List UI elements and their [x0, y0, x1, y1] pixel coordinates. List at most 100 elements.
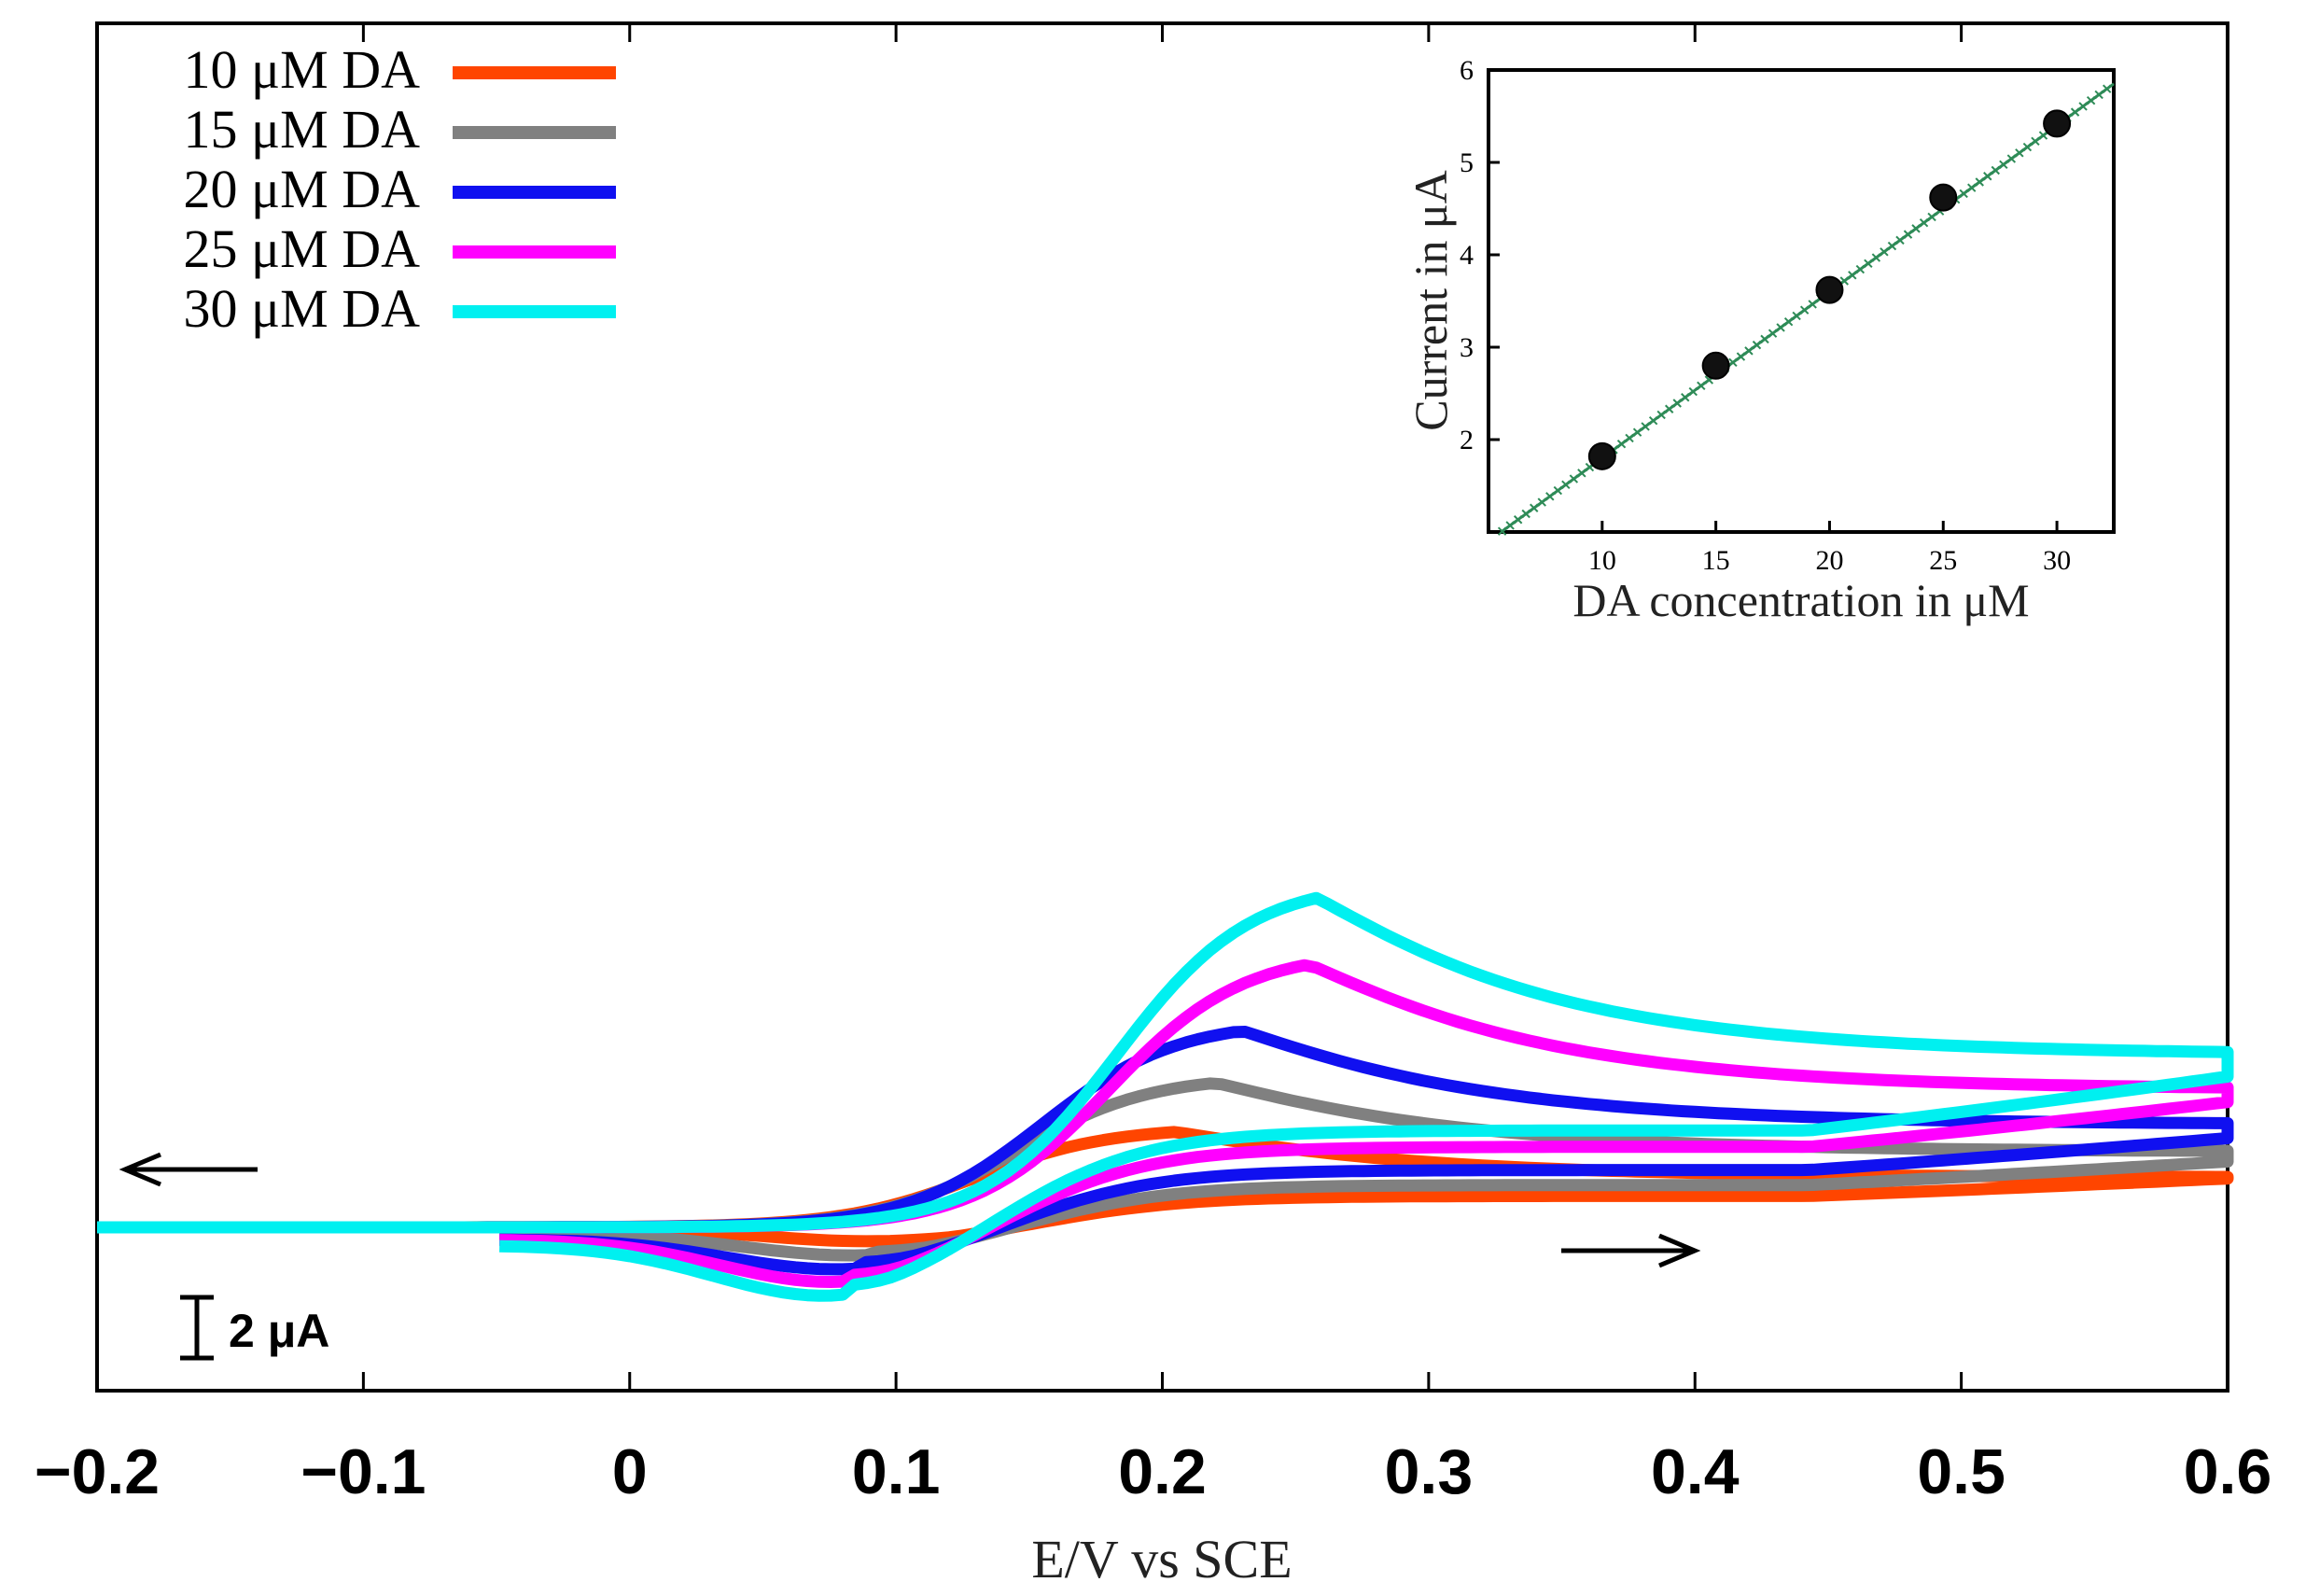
- legend-label: 10 μM DA: [184, 39, 421, 100]
- inset-fit-marker: [1521, 509, 1530, 519]
- legend-label: 15 μM DA: [184, 99, 421, 160]
- inset-x-tick-label: 20: [1815, 545, 1843, 576]
- main-cv-curves: [97, 891, 2234, 1302]
- inset-fit-marker: [1848, 271, 1857, 280]
- inset-fit-marker: [1783, 316, 1794, 327]
- main-x-tick-label: 0.4: [1651, 1436, 1740, 1507]
- inset-fit-marker: [1911, 224, 1921, 233]
- inset-fit-marker: [1553, 485, 1563, 496]
- inset-fit-marker: [1760, 334, 1769, 344]
- inset-fit-marker: [1648, 415, 1658, 426]
- inset-fit-marker: [1808, 300, 1817, 309]
- inset-fit-marker: [1744, 346, 1754, 356]
- inset-x-tick-label: 10: [1588, 545, 1616, 576]
- inset-fit-marker: [1569, 474, 1579, 483]
- inset-fit-marker: [1625, 433, 1634, 443]
- inset-fit-marker: [1768, 329, 1778, 338]
- inset-fit-marker: [1967, 183, 1977, 192]
- inset-fit-marker: [1616, 439, 1627, 449]
- inset-fit-marker: [1656, 410, 1666, 420]
- inset-fit-marker: [2022, 142, 2033, 152]
- cv-curve-30uM: [97, 891, 2234, 1302]
- inset-fit-marker: [2038, 131, 2048, 140]
- inset-y-axis-label: Current in μA: [1405, 170, 1457, 431]
- inset-fit-marker: [1975, 177, 1984, 187]
- inset-fit-marker: [1505, 521, 1515, 530]
- inset-fit-marker: [2015, 148, 2024, 158]
- main-x-tick-label: −0.2: [35, 1436, 160, 1507]
- inset-fit-marker: [2102, 84, 2112, 93]
- inset-y-tick-label: 4: [1460, 240, 1474, 271]
- inset-fit-marker: [1681, 393, 1690, 402]
- inset-fit-marker: [1497, 526, 1507, 536]
- inset-data-point: [2043, 109, 2072, 138]
- inset-fit-marker: [1983, 172, 1992, 181]
- inset-fit-marker: [1664, 404, 1674, 413]
- inset-fit-marker: [1561, 480, 1571, 490]
- inset-fit-marker: [1903, 230, 1913, 239]
- inset-fit-marker: [1736, 352, 1746, 361]
- inset-fit-marker: [1880, 247, 1889, 257]
- inset-fit-marker: [2070, 107, 2080, 117]
- inset-fit-marker: [1895, 235, 1905, 245]
- inset-fit-marker: [1959, 189, 1968, 199]
- inset-fit-marker: [1697, 381, 1706, 390]
- main-x-ticks: −0.2 −0.1 0 0.1 0.2 0.3 0.4 0.5 0.6: [35, 23, 2271, 1507]
- main-x-tick-label: 0.3: [1385, 1436, 1474, 1507]
- inset-fit-marker: [1513, 515, 1523, 525]
- inset-x-axis-label: DA concentration in μM: [1572, 574, 2029, 626]
- inset-ticks: 10 15 20 25 30 2 3 4 5 6: [1460, 55, 2071, 576]
- inset-fit-marker: [1672, 399, 1682, 408]
- inset-y-tick-label: 5: [1460, 147, 1474, 178]
- main-x-tick-label: 0: [612, 1436, 648, 1507]
- inset-fit-marker: [1871, 253, 1881, 262]
- inset-fit-marker: [1632, 427, 1642, 437]
- inset-y-tick-label: 2: [1460, 425, 1474, 455]
- main-x-tick-label: 0.6: [2184, 1436, 2272, 1507]
- inset-fit-marker: [2094, 90, 2103, 100]
- legend-label: 20 μM DA: [184, 159, 421, 219]
- inset-fit-marker: [1999, 160, 2008, 169]
- inset-fit-marker: [1991, 165, 2001, 175]
- legend-label: 25 μM DA: [184, 218, 421, 279]
- inset-fit-marker: [1577, 469, 1586, 478]
- inset-data-points: [1587, 109, 2072, 470]
- current-scale-bar: 2 μA: [180, 1295, 329, 1361]
- main-x-tick-label: −0.1: [300, 1436, 426, 1507]
- inset-fit-marker: [2006, 154, 2017, 163]
- inset-fit-marker: [1855, 264, 1866, 274]
- scale-bar-label: 2 μA: [229, 1305, 329, 1357]
- inset-fit-marker: [1728, 357, 1738, 368]
- inset-calibration-plot: 10 15 20 25 30 2 3 4 5 6 DA concentration in μM C…: [1405, 55, 2116, 626]
- main-x-tick-label: 0.1: [852, 1436, 941, 1507]
- main-x-axis-label: E/V vs SCE: [1031, 1529, 1292, 1589]
- inset-fit-marker: [1799, 305, 1810, 315]
- inset-fit-marker: [2031, 136, 2040, 147]
- forward-scan-arrow: [1561, 1233, 1701, 1268]
- inset-fit-marker: [2078, 102, 2088, 111]
- inset-fit-marker: [1864, 259, 1873, 269]
- inset-y-tick-label: 3: [1460, 332, 1474, 363]
- inset-plot-frame: [1487, 68, 2116, 534]
- inset-fit-marker: [1919, 217, 1929, 228]
- inset-y-tick-label: 6: [1460, 55, 1474, 86]
- inset-fit-marker: [1776, 323, 1785, 332]
- inset-fit-marker: [1752, 340, 1762, 350]
- inset-fit-marker: [1927, 212, 1936, 222]
- reverse-scan-arrow: [119, 1152, 258, 1187]
- inset-fit-marker: [1537, 497, 1546, 507]
- inset-fit-marker: [2086, 95, 2096, 105]
- inset-x-tick-label: 30: [2043, 545, 2071, 576]
- inset-fit-marker: [1887, 241, 1897, 251]
- inset-x-tick-label: 15: [1702, 545, 1730, 576]
- main-x-tick-label: 0.2: [1118, 1436, 1207, 1507]
- inset-data-point: [1587, 441, 1616, 470]
- inset-fit-marker: [1530, 503, 1539, 512]
- inset-x-tick-label: 25: [1929, 545, 1957, 576]
- inset-fit-marker: [1792, 311, 1801, 321]
- inset-fit-marker: [1641, 422, 1650, 431]
- inset-data-point: [1929, 183, 1958, 212]
- inset-fit-marker: [1688, 386, 1698, 397]
